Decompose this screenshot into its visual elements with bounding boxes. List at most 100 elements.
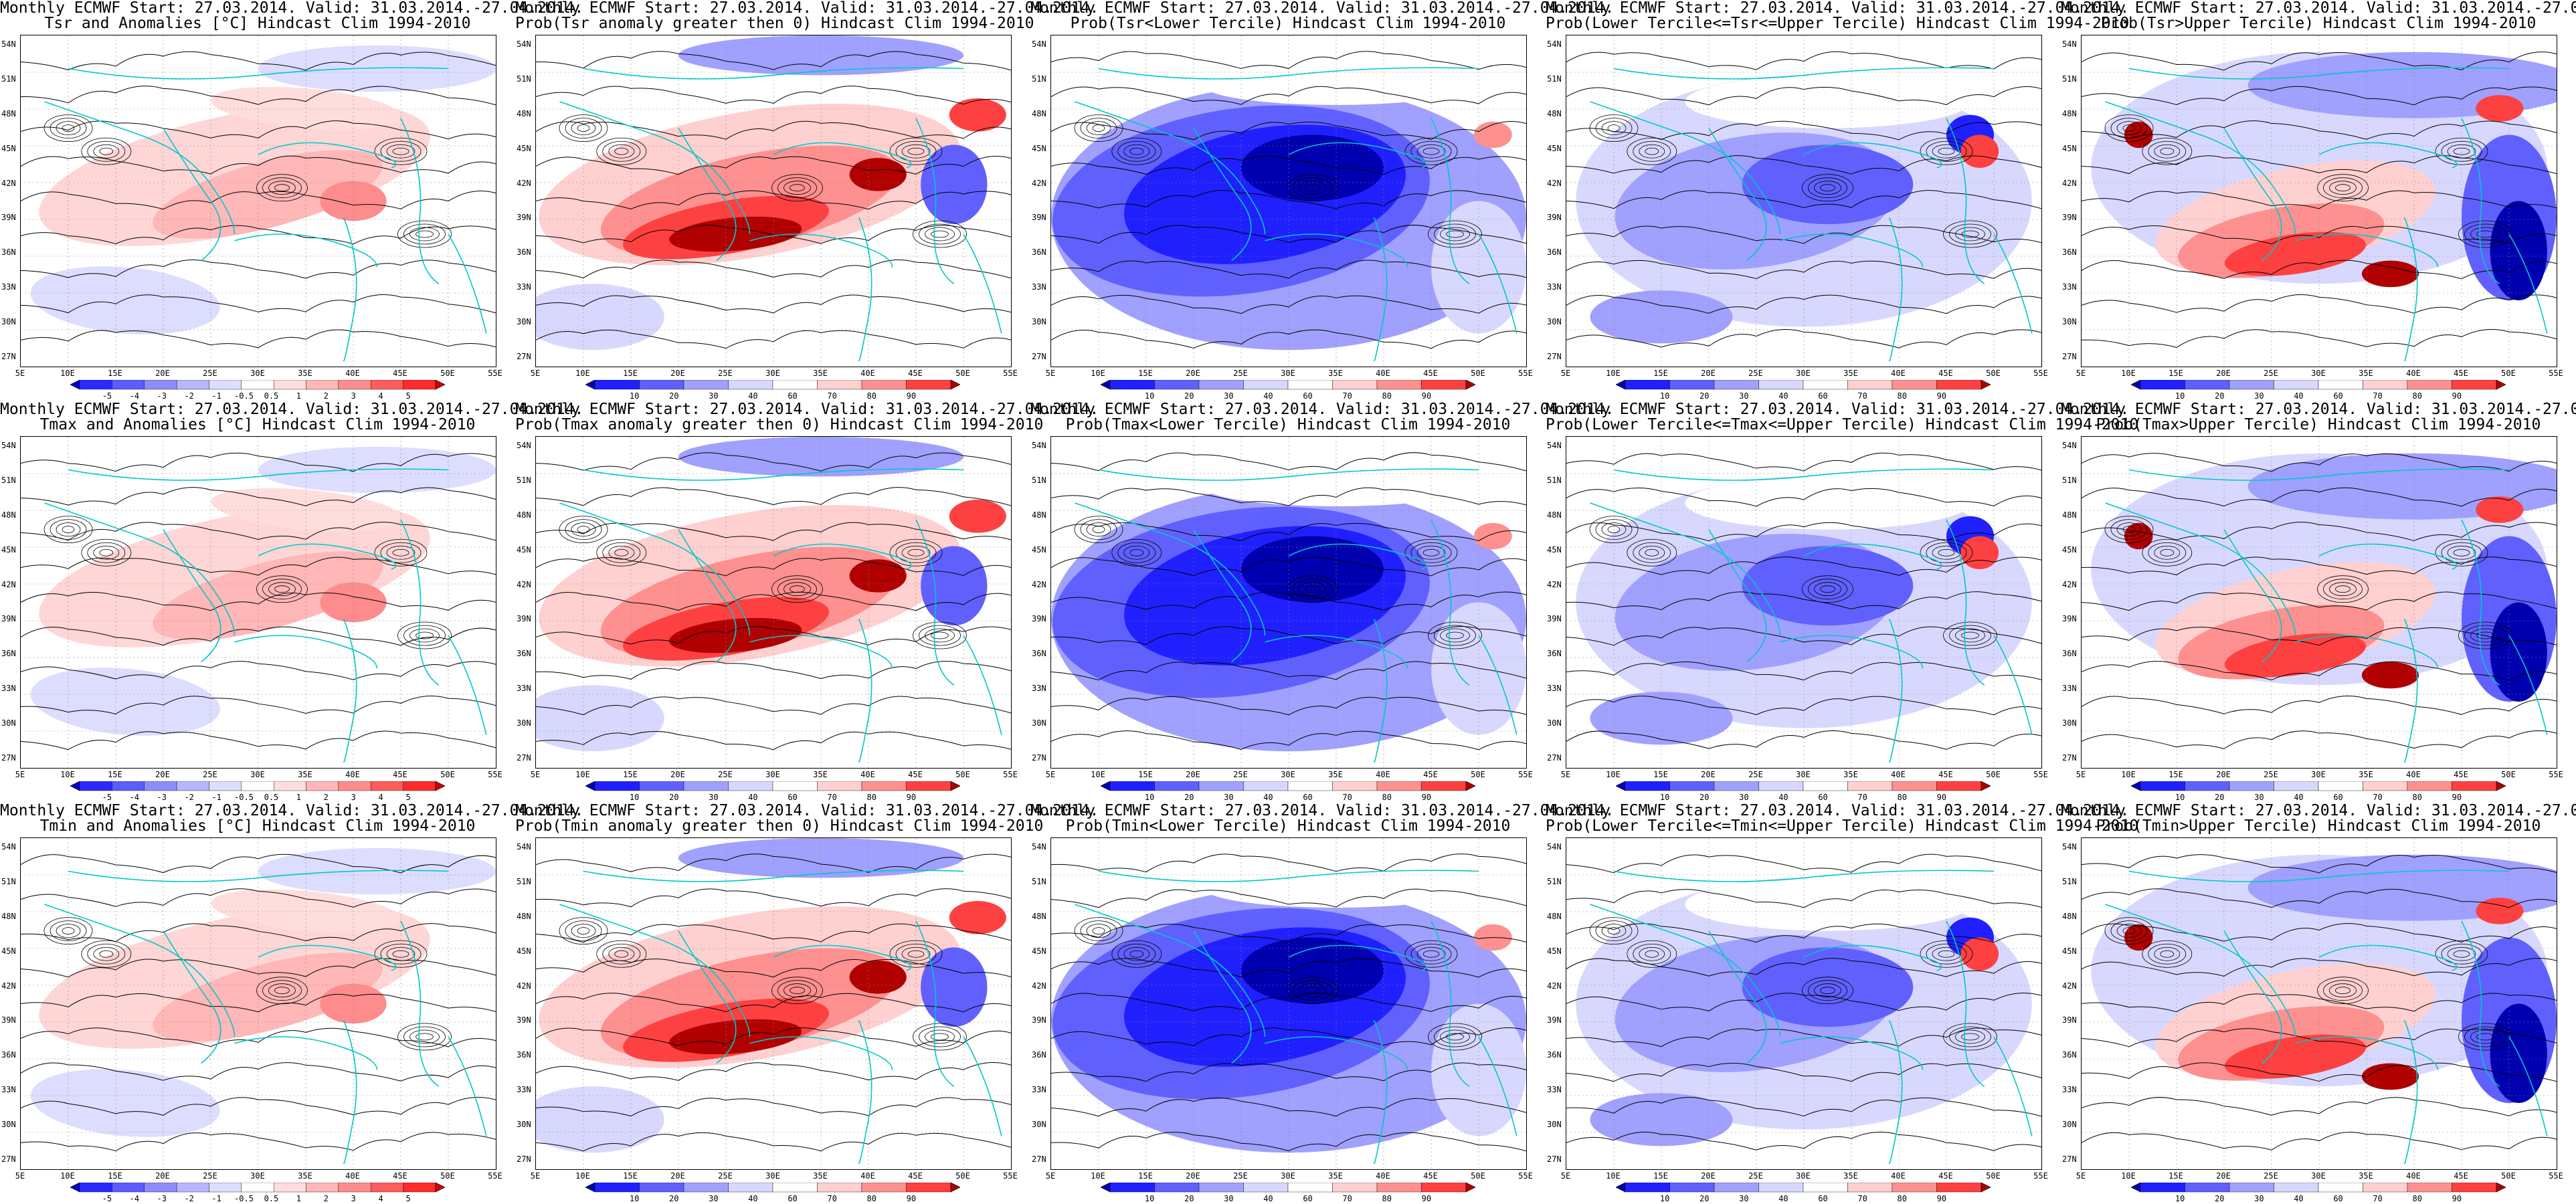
colorbar-tick-label: 10 <box>629 1194 640 1203</box>
shaded-region <box>921 144 988 225</box>
longitude-label: 50E <box>955 369 970 378</box>
colorbar-tick-label: 30 <box>709 391 719 401</box>
colorbar-swatch <box>1198 1183 1244 1193</box>
colorbar-swatch <box>1892 1183 1937 1193</box>
latitude-label: 30N <box>1 1120 16 1130</box>
latitude-label: 30N <box>2062 1120 2077 1130</box>
colorbar: -5 -4 -3 -2 -1 -0.5 0.5 1 2 3 4 5 <box>70 781 445 802</box>
colorbar-tick-label: 40 <box>748 1194 758 1203</box>
longitude-label: 5E <box>2076 770 2086 779</box>
shaded-region <box>1473 121 1512 148</box>
isotherm-contours <box>1566 51 2041 348</box>
colorbar-tick-label: 5 <box>405 793 411 802</box>
colorbar-swatch <box>1803 781 1848 791</box>
longitude-label: 25E <box>718 770 733 779</box>
colorbar-tick-label: 70 <box>2373 1194 2383 1203</box>
latitude-label: 42N <box>517 981 531 991</box>
latitude-label: 27N <box>1032 352 1046 361</box>
latitude-label: 42N <box>2062 178 2077 188</box>
colorbar-tick-label: 80 <box>1897 391 1907 401</box>
colorbar-swatch <box>2229 380 2274 390</box>
longitude-label: 50E <box>1986 369 2001 378</box>
latitude-label: 39N <box>1 1015 16 1025</box>
colorbar-swatch <box>1465 1183 1475 1193</box>
colorbar-swatch <box>1847 781 1893 791</box>
latitude-label: 48N <box>2062 510 2077 520</box>
colorbar: 10 20 30 40 60 70 80 90 <box>1616 1183 1991 1203</box>
shaded-region <box>1241 937 1384 1004</box>
colorbar-swatch <box>950 781 960 791</box>
latitude-label: 48N <box>1032 510 1046 520</box>
latitude-label: 33N <box>1032 282 1046 292</box>
latitude-label: 54N <box>1032 39 1046 49</box>
coastlines <box>1075 67 1517 362</box>
colorbar-tick-label: 1 <box>296 1194 301 1203</box>
panel-subtitle: Prob(Tmin anomaly greater then 0) Hindca… <box>515 817 1044 835</box>
longitude-label: 55E <box>488 770 502 779</box>
longitude-label: 40E <box>345 770 360 779</box>
longitude-label: 20E <box>1701 369 1716 378</box>
colorbar-tick-label: 20 <box>1699 793 1710 802</box>
colorbar-swatch <box>2131 380 2141 390</box>
colorbar-swatch <box>1101 1183 1111 1193</box>
longitude-label: 40E <box>345 369 360 378</box>
forecast-map <box>20 436 496 769</box>
colorbar-swatch <box>1243 781 1289 791</box>
longitude-label: 45E <box>1423 369 1438 378</box>
latitude-label: 45N <box>1547 946 1562 956</box>
colorbar-tick-label: 10 <box>2175 793 2185 802</box>
longitude-label: 15E <box>2169 770 2183 779</box>
longitude-label: 45E <box>1938 369 1953 378</box>
latitude-label: 51N <box>2062 475 2077 485</box>
longitude-label: 40E <box>860 770 875 779</box>
longitude-label: 50E <box>1471 770 1485 779</box>
colorbar-swatch <box>1421 1183 1467 1193</box>
colorbar-tick-label: 60 <box>788 1194 798 1203</box>
forecast-map <box>1566 35 2042 367</box>
colorbar-swatch <box>144 1183 177 1193</box>
colorbar-tick-label: 90 <box>906 793 917 802</box>
longitude-label: 55E <box>1518 770 1533 779</box>
panel-subtitle: Tmax and Anomalies [°C] Hindcast Clim 19… <box>39 416 476 433</box>
colorbar-tick-label: 70 <box>1342 793 1352 802</box>
longitude-label: 40E <box>1376 770 1390 779</box>
longitude-label: 5E <box>1560 770 1571 779</box>
latitude-label: 54N <box>1032 441 1046 450</box>
longitude-label: 20E <box>1701 1171 1716 1181</box>
forecast-map-canvas <box>21 437 496 768</box>
colorbar-tick-label: -1 <box>211 793 221 802</box>
coastlines <box>44 870 487 1165</box>
longitude-label: 20E <box>1186 770 1200 779</box>
colorbar-swatch <box>1616 781 1626 791</box>
longitude-label: 30E <box>250 770 265 779</box>
latitude-label: 33N <box>2062 282 2077 292</box>
shaded-region <box>2224 633 2367 678</box>
forecast-map <box>535 837 1012 1170</box>
latitude-label: 42N <box>1032 579 1046 589</box>
colorbar-swatch <box>1714 781 1759 791</box>
map-panel: Monthly ECMWF Start: 27.03.2014. Valid: … <box>515 803 1099 1204</box>
colorbar-swatch <box>2452 781 2497 791</box>
colorbar-swatches <box>1616 1183 1991 1193</box>
colorbar-tick-label: -2 <box>184 1194 194 1203</box>
colorbar-tick-label: 30 <box>1739 391 1749 401</box>
map-panel: Monthly ECMWF Start: 27.03.2014. Valid: … <box>515 0 1099 401</box>
colorbar-swatch <box>273 380 306 390</box>
colorbar-tick-label: 90 <box>906 391 917 401</box>
latitude-label: 30N <box>2062 317 2077 327</box>
colorbar-swatch <box>306 380 339 390</box>
longitude-label: 5E <box>1045 1171 1056 1181</box>
colorbar-tick-label: -3 <box>157 1194 167 1203</box>
colorbar-swatch <box>2407 1183 2452 1193</box>
colorbar-swatch <box>403 380 436 390</box>
colorbar-swatch <box>906 1183 951 1193</box>
longitude-label: 35E <box>2359 1171 2373 1181</box>
colorbar-swatches <box>1101 1183 1475 1193</box>
colorbar-swatch <box>1758 781 1804 791</box>
panel-subtitle: Prob(Tmin>Upper Tercile) Hindcast Clim 1… <box>2096 817 2541 835</box>
latitude-label: 36N <box>2062 1050 2077 1060</box>
colorbar-swatch <box>585 781 595 791</box>
longitude-label: 45E <box>1423 1171 1438 1181</box>
latitude-label: 42N <box>1 981 16 991</box>
shaded-region <box>2224 231 2367 276</box>
